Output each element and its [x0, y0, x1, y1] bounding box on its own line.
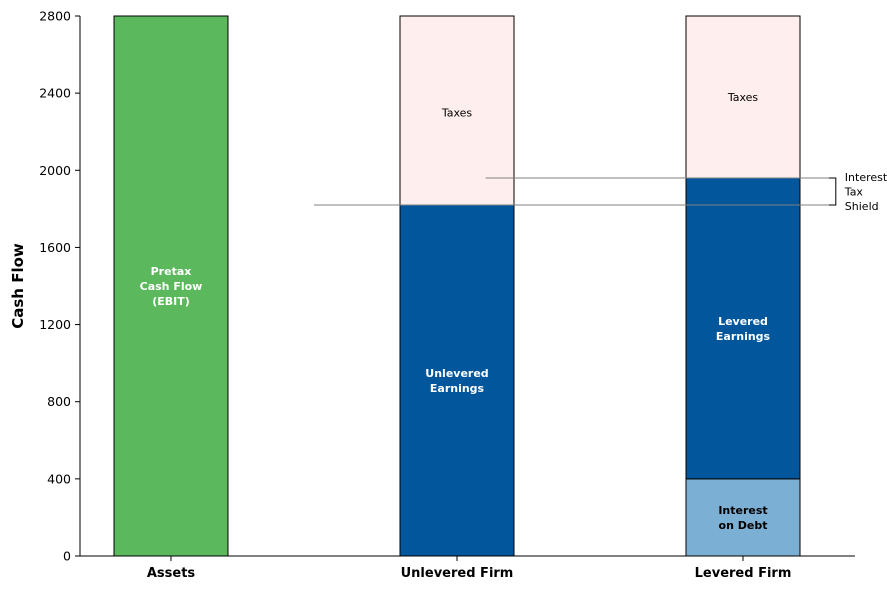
- bar-segment-levered-firm-taxes: [685, 15, 801, 179]
- y-tick-label: 0: [63, 549, 71, 564]
- bar-segment-unlevered-firm-taxes: [399, 15, 515, 206]
- segment-label-levered-firm-levered-earnings: Levered Earnings: [716, 315, 771, 343]
- y-tick-label: 2000: [39, 163, 71, 178]
- bar-segment-levered-firm-levered-earnings: [685, 177, 801, 480]
- segment-label-levered-firm-interest-on-debt: Interest on Debt: [718, 504, 767, 532]
- bar-segment-levered-firm-interest-on-debt: [685, 478, 801, 557]
- y-tick-label: 800: [47, 394, 71, 409]
- x-axis: Assets Unlevered Firm Levered Firm: [80, 555, 855, 581]
- x-tick-label-assets: Assets: [147, 566, 196, 581]
- x-tick-label-levered-firm: Levered Firm: [695, 566, 792, 581]
- y-tick-label: 2400: [39, 86, 71, 101]
- y-axis: 0 400 800 1200 1600 2000 2400 2800: [39, 9, 81, 564]
- tax-shield-bracket: [828, 177, 837, 206]
- y-axis-label: Cash Flow: [9, 243, 27, 329]
- segment-label-assets-pretax-cash-flow-ebit: Pretax Cash Flow (EBIT): [140, 265, 203, 308]
- tax-shield-label: Interest Tax Shield: [844, 171, 887, 213]
- bar-segment-unlevered-firm-unlevered-earnings: [399, 204, 515, 557]
- y-tick-label: 400: [47, 471, 71, 486]
- segment-labels: Pretax Cash Flow (EBIT) Unlevered Earnings Ta…: [140, 91, 771, 532]
- segment-label-unlevered-firm-unlevered-earnings: Unlevered Earnings: [425, 367, 488, 395]
- segment-label-levered-firm-taxes: Taxes: [727, 91, 759, 104]
- x-tick-label-unlevered-firm: Unlevered Firm: [401, 566, 514, 581]
- bars: [113, 15, 801, 557]
- segment-label-unlevered-firm-taxes: Taxes: [441, 106, 473, 119]
- y-tick-label: 1600: [39, 240, 71, 255]
- y-tick-label: 2800: [39, 9, 71, 24]
- reference-lines: [314, 177, 829, 206]
- interest-tax-shield-annotation: Interest Tax Shield: [828, 171, 887, 213]
- bar-segment-assets-pretax-cash-flow-ebit: [113, 15, 229, 557]
- y-tick-label: 1200: [39, 317, 71, 332]
